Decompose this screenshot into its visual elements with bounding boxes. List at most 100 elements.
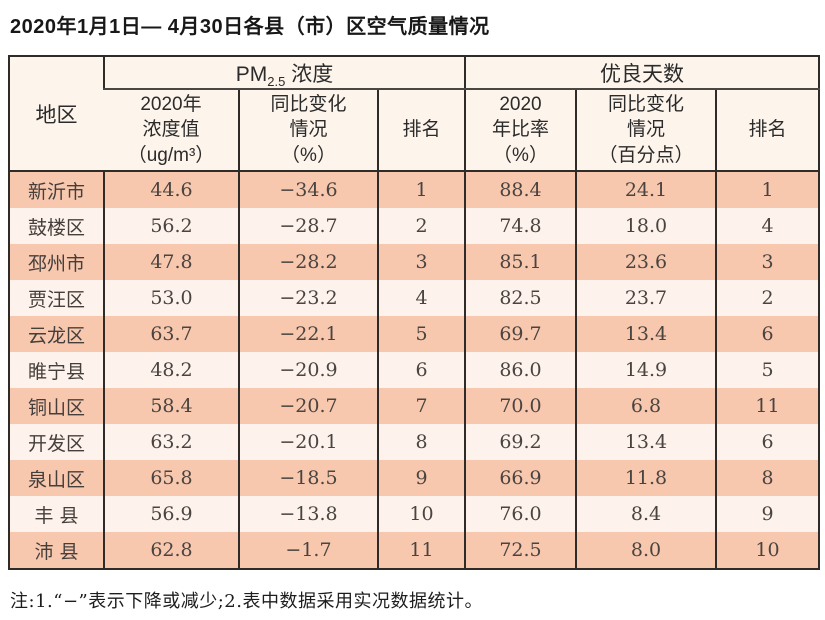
cell-pm-change: −13.8 [238, 496, 378, 532]
col-header-days-change: 同比变化 情况 （百分点） [575, 89, 716, 172]
cell-region: 云龙区 [9, 316, 104, 352]
cell-pm-rank: 3 [377, 244, 465, 280]
table-row: 沛 县 62.8 −1.7 11 72.5 8.0 10 [9, 532, 820, 569]
col-header-pm-change: 同比变化 情况 （%） [238, 89, 378, 172]
table-row: 丰 县 56.9 −13.8 10 76.0 8.4 9 [9, 496, 820, 532]
cell-days-change: 14.9 [575, 352, 716, 388]
cell-days-change: 11.8 [575, 460, 716, 496]
cell-pm-value: 53.0 [103, 280, 239, 316]
cell-pm-change: −18.5 [238, 460, 378, 496]
table-body: 新沂市 44.6 −34.6 1 88.4 24.1 1 鼓楼区 56.2 −2… [9, 171, 820, 569]
cell-days-rank: 8 [714, 460, 820, 496]
cell-pm-change: −20.1 [238, 424, 378, 460]
footnote: 注:1.“−”表示下降或减少;2.表中数据采用实况数据统计。 [10, 591, 483, 612]
cell-region: 睢宁县 [9, 352, 104, 388]
table-row: 铜山区 58.4 −20.7 7 70.0 6.8 11 [9, 388, 820, 424]
cell-days-rate: 82.5 [464, 280, 576, 316]
cell-days-rate: 85.1 [464, 244, 576, 280]
sub-header-row: 2020年 浓度值 （ug/m³） 同比变化 情况 （%） 排名 2020 年比… [9, 89, 820, 172]
cell-pm-rank: 11 [377, 532, 465, 569]
cell-days-rank: 11 [714, 388, 820, 424]
cell-pm-change: −20.7 [238, 388, 378, 424]
air-quality-table: 地区 PM2.5 浓度 优良天数 2020年 浓度值 （ug/m³） 同比变化 … [8, 55, 821, 570]
cell-pm-value: 65.8 [103, 460, 239, 496]
cell-pm-rank: 5 [377, 316, 465, 352]
cell-days-change: 23.6 [575, 244, 716, 280]
cell-pm-change: −28.2 [238, 244, 378, 280]
cell-pm-value: 62.8 [103, 532, 239, 569]
cell-pm-change: −22.1 [238, 316, 378, 352]
table-row: 邳州市 47.8 −28.2 3 85.1 23.6 3 [9, 244, 820, 280]
cell-days-change: 13.4 [575, 316, 716, 352]
cell-days-rate: 70.0 [464, 388, 576, 424]
cell-pm-rank: 10 [377, 496, 465, 532]
cell-days-change: 18.0 [575, 208, 716, 244]
cell-days-rate: 86.0 [464, 352, 576, 388]
cell-days-rank: 3 [714, 244, 820, 280]
table-row: 开发区 63.2 −20.1 8 69.2 13.4 6 [9, 424, 820, 460]
table-row: 泉山区 65.8 −18.5 9 66.9 11.8 8 [9, 460, 820, 496]
pm25-label-suffix: 浓度 [285, 62, 334, 86]
table-header: 地区 PM2.5 浓度 优良天数 2020年 浓度值 （ug/m³） 同比变化 … [9, 56, 820, 172]
cell-pm-rank: 4 [377, 280, 465, 316]
cell-region: 铜山区 [9, 388, 104, 424]
cell-days-rank: 5 [714, 352, 820, 388]
cell-pm-rank: 7 [377, 388, 465, 424]
pm25-label-prefix: PM [235, 62, 268, 86]
cell-pm-value: 44.6 [103, 171, 239, 208]
cell-days-rate: 72.5 [464, 532, 576, 569]
cell-pm-change: −20.9 [238, 352, 378, 388]
cell-pm-change: −28.7 [238, 208, 378, 244]
col-group-pm25: PM2.5 浓度 [103, 56, 465, 90]
cell-days-change: 13.4 [575, 424, 716, 460]
col-header-days-rank: 排名 [714, 89, 820, 172]
cell-region: 泉山区 [9, 460, 104, 496]
cell-days-rank: 9 [714, 496, 820, 532]
cell-days-rank: 6 [714, 316, 820, 352]
cell-days-rank: 10 [714, 532, 820, 569]
cell-days-rate: 69.2 [464, 424, 576, 460]
cell-pm-rank: 6 [377, 352, 465, 388]
cell-days-change: 8.0 [575, 532, 716, 569]
page-title: 2020年1月1日— 4月30日各县（市）区空气质量情况 [10, 16, 490, 38]
cell-days-rank: 4 [714, 208, 820, 244]
cell-pm-change: −1.7 [238, 532, 378, 569]
cell-days-rate: 66.9 [464, 460, 576, 496]
cell-pm-value: 63.2 [103, 424, 239, 460]
cell-pm-value: 63.7 [103, 316, 239, 352]
col-group-good-days: 优良天数 [463, 56, 820, 90]
cell-region: 丰 县 [9, 496, 104, 532]
cell-region: 沛 县 [9, 532, 104, 569]
cell-days-change: 6.8 [575, 388, 716, 424]
group-header-row: 地区 PM2.5 浓度 优良天数 [9, 56, 820, 172]
col-header-pm-rank: 排名 [377, 89, 465, 172]
page: 2020年1月1日— 4月30日各县（市）区空气质量情况 地区 PM2.5 浓度… [0, 10, 825, 620]
cell-days-change: 24.1 [575, 171, 716, 208]
cell-days-rate: 76.0 [464, 496, 576, 532]
cell-region: 新沂市 [9, 171, 104, 208]
cell-pm-rank: 1 [377, 171, 465, 208]
cell-days-rank: 6 [714, 424, 820, 460]
cell-pm-value: 48.2 [103, 352, 239, 388]
cell-days-rank: 1 [714, 171, 820, 208]
cell-region: 邳州市 [9, 244, 104, 280]
cell-pm-value: 47.8 [103, 244, 239, 280]
cell-pm-change: −23.2 [238, 280, 378, 316]
cell-pm-value: 58.4 [103, 388, 239, 424]
cell-days-rank: 2 [714, 280, 820, 316]
cell-days-rate: 88.4 [464, 171, 576, 208]
cell-days-change: 8.4 [575, 496, 716, 532]
table-row: 云龙区 63.7 −22.1 5 69.7 13.4 6 [9, 316, 820, 352]
cell-region: 鼓楼区 [9, 208, 104, 244]
cell-pm-value: 56.2 [103, 208, 239, 244]
col-header-pm-value: 2020年 浓度值 （ug/m³） [104, 89, 239, 172]
cell-region: 贾汪区 [9, 280, 104, 316]
table-row: 贾汪区 53.0 −23.2 4 82.5 23.7 2 [9, 280, 820, 316]
cell-days-rate: 74.8 [464, 208, 576, 244]
cell-days-change: 23.7 [575, 280, 716, 316]
cell-pm-rank: 9 [377, 460, 465, 496]
table-row: 新沂市 44.6 −34.6 1 88.4 24.1 1 [9, 171, 820, 208]
cell-days-rate: 69.7 [464, 316, 576, 352]
pm25-label-subscript: 2.5 [267, 73, 286, 89]
col-header-region: 地区 [9, 56, 104, 172]
